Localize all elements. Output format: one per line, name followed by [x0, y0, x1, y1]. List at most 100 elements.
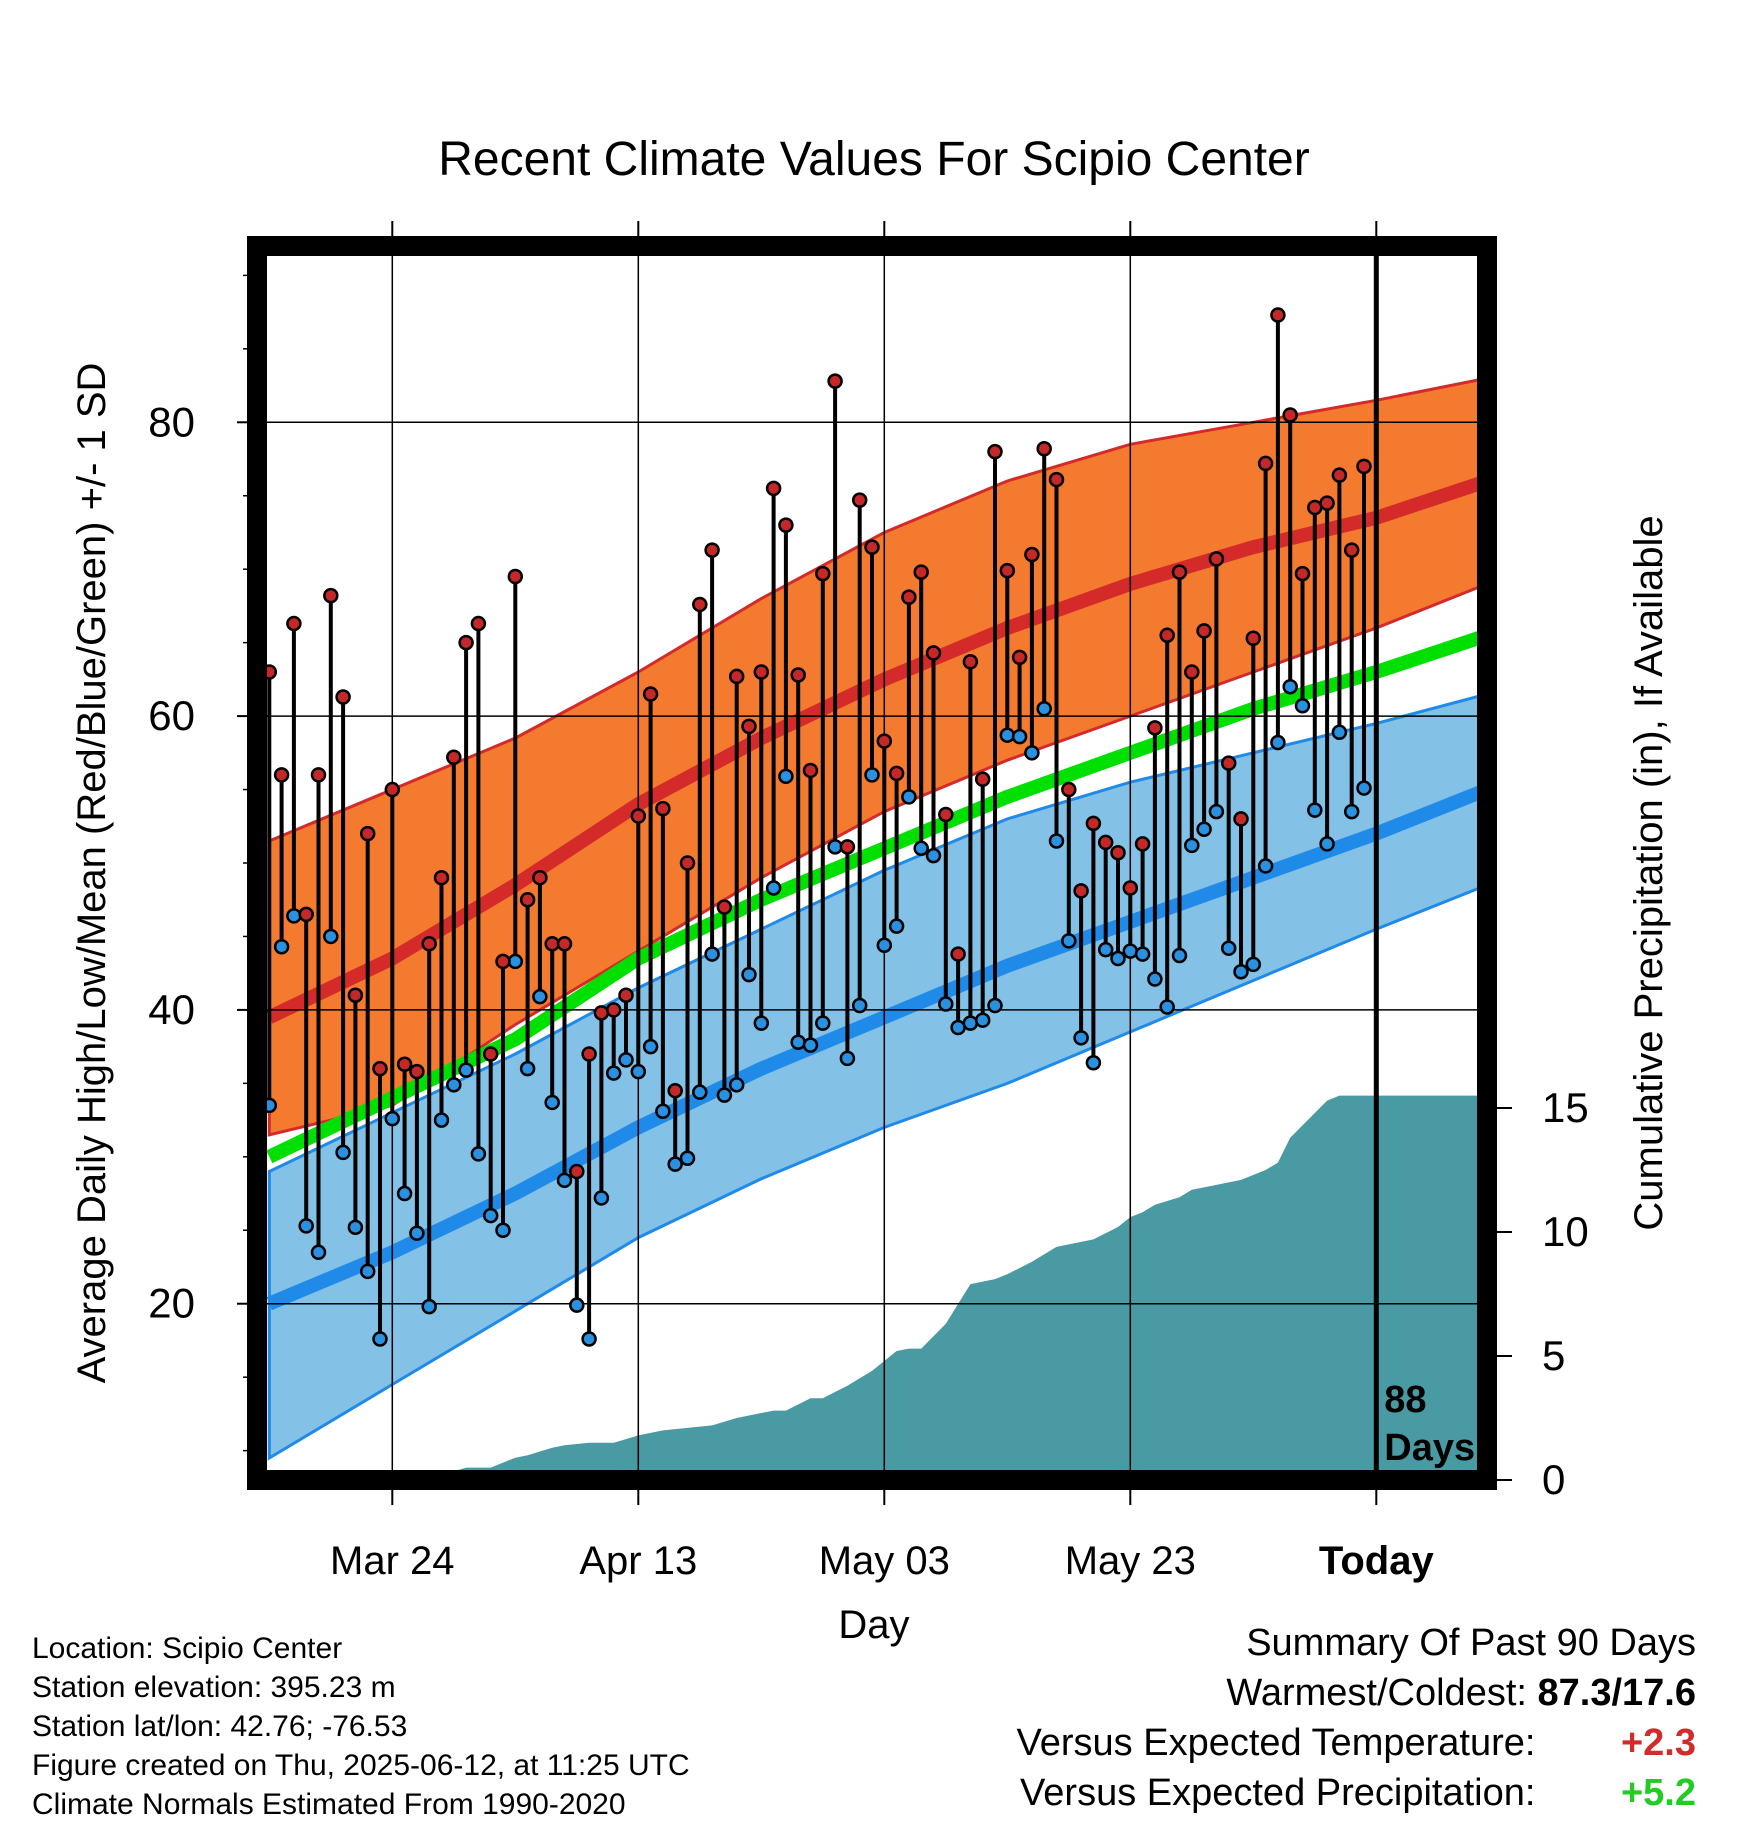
- high-point: [962, 653, 979, 670]
- high-point: [1233, 811, 1249, 827]
- y-tick-label: 40: [148, 986, 195, 1033]
- high-point: [519, 891, 536, 908]
- low-point: [1356, 780, 1372, 796]
- y-tick-label: 60: [148, 692, 195, 739]
- low-point: [667, 1156, 683, 1172]
- high-point: [1085, 815, 1102, 832]
- low-point: [1085, 1055, 1102, 1071]
- plot-area: 88 Days: [257, 246, 1487, 1480]
- high-point: [692, 596, 708, 613]
- low-point: [778, 768, 794, 785]
- latlon-text: Station lat/lon: 42.76; -76.53: [32, 1710, 408, 1743]
- low-point: [741, 966, 757, 983]
- low-point: [1011, 728, 1028, 745]
- low-point: [1233, 963, 1249, 980]
- high-point: [802, 762, 819, 779]
- low-point: [470, 1146, 487, 1162]
- high-point: [359, 825, 376, 842]
- high-point: [1270, 307, 1286, 323]
- low-point: [716, 1087, 733, 1103]
- high-point: [741, 718, 757, 735]
- high-point: [618, 987, 634, 1003]
- high-point: [938, 806, 954, 823]
- y2-tick-label: 15: [1542, 1084, 1589, 1131]
- x-tick-label: Mar 24: [330, 1539, 455, 1583]
- x-tick-label: Today: [1319, 1539, 1435, 1583]
- high-point: [851, 492, 868, 508]
- low-point: [421, 1298, 437, 1315]
- low-point: [409, 1225, 425, 1241]
- high-point: [1073, 883, 1089, 899]
- low-point: [790, 1034, 806, 1050]
- high-point: [888, 765, 905, 782]
- high-point: [778, 517, 794, 533]
- high-point: [446, 749, 462, 765]
- low-point: [273, 938, 290, 955]
- high-point: [642, 686, 659, 702]
- high-point: [815, 565, 831, 582]
- y2-tick-label: 0: [1542, 1456, 1565, 1503]
- high-point: [1147, 720, 1163, 736]
- high-point: [1220, 755, 1237, 771]
- low-point: [605, 1065, 622, 1081]
- low-point: [642, 1038, 659, 1055]
- high-point: [1319, 495, 1335, 511]
- low-point: [569, 1297, 585, 1313]
- high-point: [765, 480, 782, 497]
- high-point: [347, 987, 364, 1003]
- low-point: [1294, 698, 1311, 714]
- axes: 20 40 60 80 0 5 10 15 Mar 24 Apr 13 May 03 May 23 To…: [148, 221, 1589, 1583]
- high-point: [864, 539, 880, 555]
- low-point: [1343, 803, 1360, 820]
- today-label: Days: [1384, 1427, 1475, 1469]
- low-point: [532, 988, 548, 1005]
- high-point: [753, 664, 770, 680]
- high-point: [286, 615, 302, 632]
- temp-anomaly-label: Versus Expected Temperature:: [1016, 1722, 1536, 1764]
- location-text: Location: Scipio Center: [32, 1632, 343, 1665]
- low-point: [1184, 837, 1200, 854]
- low-point: [1171, 947, 1188, 964]
- precip-area: [269, 1095, 1487, 1480]
- high-point: [556, 936, 573, 952]
- low-point: [999, 727, 1016, 743]
- high-point: [974, 771, 991, 788]
- low-point: [323, 928, 339, 945]
- high-point: [1307, 499, 1323, 516]
- low-point: [925, 847, 942, 864]
- high-point: [827, 373, 843, 389]
- high-point: [581, 1046, 597, 1062]
- normals-text: Climate Normals Estimated From 1990-2020: [32, 1788, 626, 1821]
- high-point: [1171, 564, 1188, 580]
- x-tick-label: May 23: [1065, 1539, 1196, 1583]
- low-point: [1048, 833, 1065, 849]
- high-point: [999, 562, 1016, 579]
- low-point: [888, 918, 905, 934]
- high-point: [495, 953, 511, 970]
- low-point: [519, 1060, 536, 1077]
- high-point: [1356, 458, 1372, 475]
- high-point: [1294, 565, 1311, 582]
- low-point: [962, 1015, 979, 1031]
- high-point: [704, 542, 720, 558]
- x-axis-label: Day: [838, 1603, 909, 1647]
- low-point: [851, 997, 868, 1014]
- low-point: [1331, 724, 1348, 741]
- y-axis-label: Average Daily High/Low/Mean (Red/Blue/Gr…: [70, 363, 114, 1384]
- low-point: [581, 1331, 597, 1347]
- low-point: [286, 908, 302, 924]
- elevation-text: Station elevation: 395.23 m: [32, 1671, 396, 1704]
- plot-frame: [247, 236, 1497, 1490]
- high-point: [310, 767, 327, 783]
- x-tick-label: May 03: [819, 1539, 950, 1583]
- high-point: [335, 689, 351, 705]
- low-point: [802, 1037, 819, 1053]
- high-point: [1024, 546, 1040, 563]
- precip-anomaly-row: Versus Expected Precipitation: +5.2: [1020, 1772, 1696, 1815]
- low-point: [458, 1062, 474, 1078]
- low-point: [1220, 940, 1237, 956]
- high-point: [1036, 440, 1052, 457]
- high-point: [1122, 880, 1139, 896]
- low-point: [1122, 943, 1139, 959]
